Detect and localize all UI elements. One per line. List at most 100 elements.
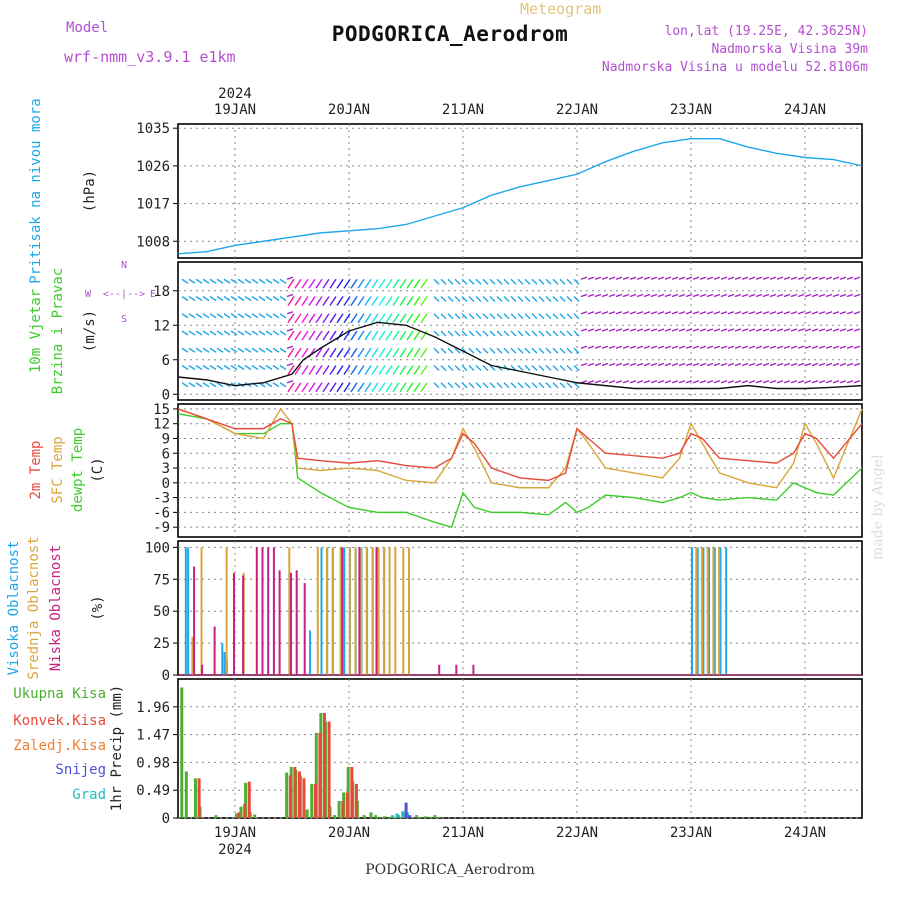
wind-barb: [685, 311, 693, 315]
precip-bar: [180, 687, 184, 818]
cloud-bar: [191, 636, 194, 675]
wind-barb: [615, 362, 623, 367]
wind-barb: [510, 382, 517, 389]
precip-bar: [253, 814, 257, 818]
wind-barb: [580, 276, 588, 280]
wind-barb: [692, 380, 700, 384]
station-elevation: Nadmorska Visina 39m: [711, 42, 868, 57]
wind-barb: [657, 276, 665, 280]
wind-barb: [706, 380, 714, 384]
high-cloud-axis-title: Visoka Oblacnost: [6, 541, 22, 676]
wind-barb: [413, 347, 421, 358]
wind-barb: [378, 296, 386, 306]
wind-barb: [433, 330, 440, 337]
cloud-bar: [365, 547, 368, 675]
wind-barb: [671, 362, 679, 367]
wind-barb: [181, 278, 189, 284]
wind-barb: [364, 382, 372, 393]
chart-kind-label: Meteogram: [520, 0, 602, 18]
wind-barb: [251, 313, 259, 319]
wind-barb: [818, 362, 826, 367]
precip-bar: [369, 812, 373, 818]
wind-barb: [783, 380, 791, 384]
precip-bar: [362, 815, 366, 818]
wind-barb: [664, 311, 672, 315]
wind-barb: [594, 328, 602, 332]
wind-barb: [188, 382, 196, 388]
cloud-bar: [343, 547, 346, 675]
precip-bar: [410, 816, 414, 818]
precip-bar: [424, 816, 428, 818]
wind-barb: [636, 311, 644, 315]
wind-barb: [720, 380, 728, 384]
wind-barb: [420, 313, 428, 324]
wind-barb: [601, 276, 609, 280]
wind-barb: [538, 330, 545, 337]
wind-barb: [657, 311, 665, 315]
wind-barb: [755, 345, 763, 349]
wind-barb: [433, 365, 440, 371]
wind-barb: [734, 311, 742, 315]
wind-barb: [685, 345, 693, 349]
wind-barb: [832, 293, 840, 298]
dewpoint-axis-title: dewpt Temp: [70, 428, 86, 512]
y-tick-label: 75: [153, 572, 170, 588]
wind-barb: [202, 278, 210, 284]
wind-barb: [286, 328, 294, 332]
wind-barb: [503, 347, 510, 354]
credit-watermark: made by Angel: [870, 454, 886, 561]
wind-barb: [573, 313, 580, 320]
wind-barb: [671, 311, 679, 315]
wind-barb: [797, 311, 805, 315]
precip-bar: [313, 783, 317, 818]
wind-barb: [440, 330, 447, 337]
wind-barb: [531, 296, 538, 302]
wind-barb: [573, 382, 580, 389]
wind-barb: [678, 293, 686, 298]
wind-barb: [301, 347, 309, 358]
y-tick-label: 12: [153, 417, 170, 433]
wind-barb: [587, 362, 595, 367]
wind-barb: [762, 293, 770, 298]
wind-barb: [636, 328, 644, 332]
precip-bar: [318, 732, 322, 818]
wind-barb: [181, 364, 189, 371]
cloud-bar: [382, 547, 385, 675]
wind-barb: [755, 380, 763, 384]
wind-barb: [580, 345, 588, 349]
wind-barb: [279, 347, 287, 353]
precip-bar: [345, 792, 349, 818]
wind-barb: [209, 330, 217, 336]
wind-barb: [643, 380, 651, 384]
wind-barb: [699, 293, 707, 298]
wind-barb: [580, 328, 588, 332]
wind-barb: [336, 347, 344, 358]
wind-barb: [350, 347, 358, 358]
cloud-bar: [187, 547, 190, 675]
wind-barb: [322, 382, 330, 393]
wind-barb: [308, 382, 316, 393]
wind-barb: [629, 328, 637, 332]
wind-barb: [776, 328, 784, 332]
wind-barb: [385, 365, 393, 375]
wind-barb: [727, 293, 735, 298]
wind-barb: [216, 278, 224, 284]
wind-barb: [413, 278, 421, 289]
wind-barb: [762, 380, 770, 384]
wind-barb: [195, 364, 203, 371]
wind-barb: [336, 313, 344, 324]
wind-barb: [825, 362, 833, 367]
precip-bar: [235, 813, 238, 818]
wind-barb: [181, 347, 189, 353]
precip-bar: [243, 803, 247, 818]
wind-barb: [594, 293, 602, 298]
wind-barb: [783, 293, 791, 298]
wind-barb: [301, 313, 309, 324]
wind-rose-south: S: [121, 314, 127, 325]
model-name: wrf-nmm_v3.9.1 e1km: [64, 48, 236, 66]
wind-barb: [287, 382, 295, 393]
wind-barb: [748, 293, 756, 298]
wind-barb: [769, 362, 777, 367]
wind-barb: [552, 296, 559, 302]
wind-barb: [769, 380, 777, 384]
